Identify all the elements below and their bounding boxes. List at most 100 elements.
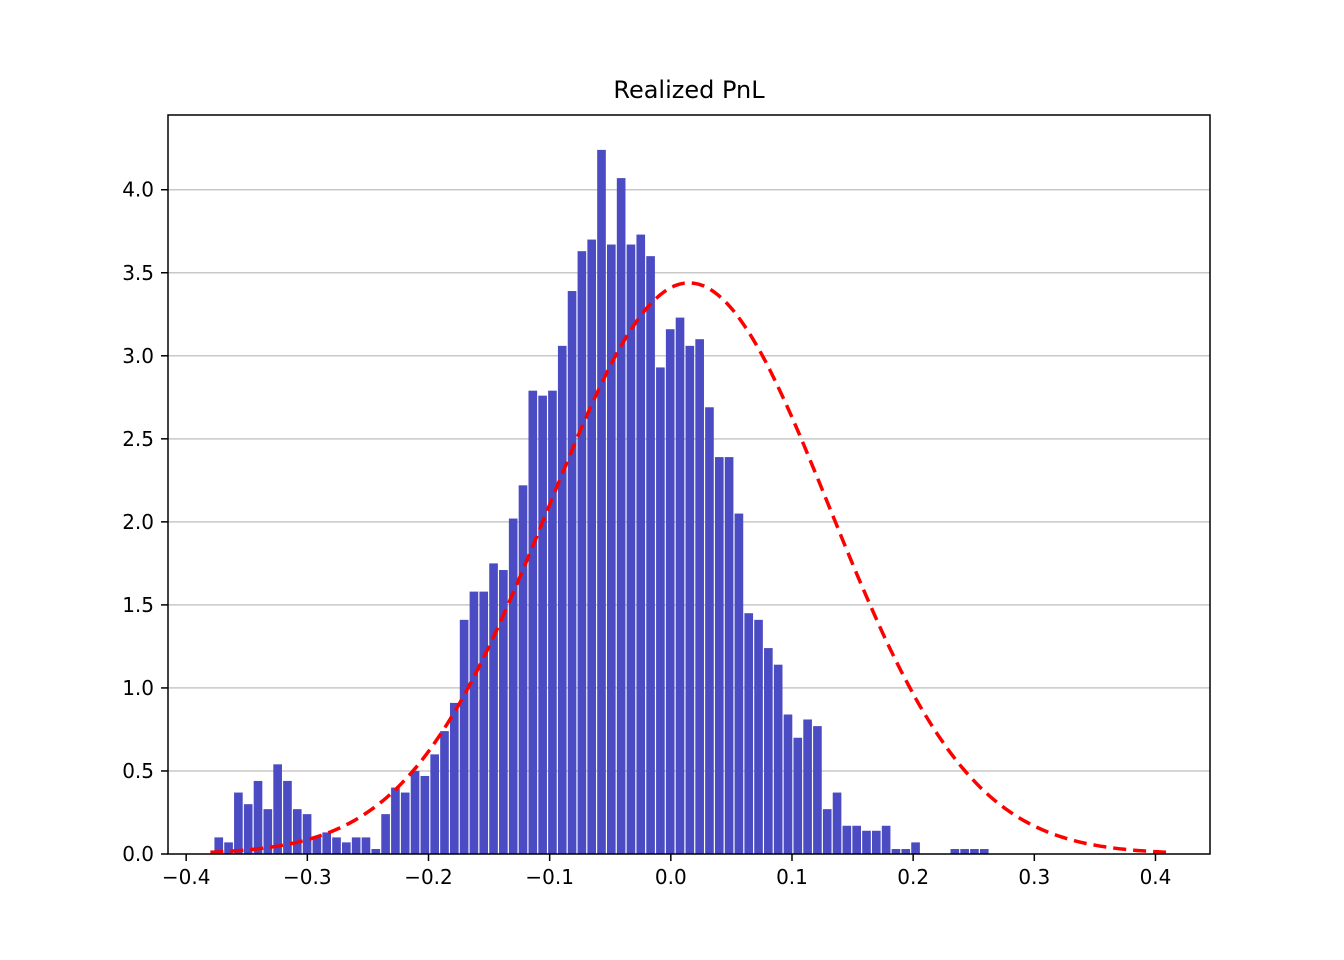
y-tick-label: 3.5: [122, 261, 154, 285]
y-tick-label: 3.0: [122, 344, 154, 368]
x-tick-label: −0.3: [283, 865, 332, 889]
histogram-bar: [263, 809, 273, 854]
histogram-bar: [901, 849, 911, 854]
histogram-bar: [499, 570, 508, 854]
histogram-bar: [646, 256, 655, 854]
histogram-bar: [361, 837, 371, 854]
histogram-bar: [214, 837, 224, 854]
histogram-bar: [283, 780, 292, 854]
y-tick-label: 2.0: [122, 510, 154, 534]
histogram-bar: [253, 780, 263, 854]
histogram-bar: [587, 239, 597, 855]
y-tick-label: 4.0: [122, 178, 154, 202]
histogram-bars: [214, 149, 989, 855]
x-tick-label: 0.2: [897, 865, 929, 889]
histogram-bar: [410, 770, 420, 854]
histogram-bar: [469, 591, 479, 854]
histogram-bar: [764, 648, 773, 854]
histogram-bar: [871, 830, 881, 854]
histogram-bar: [567, 291, 577, 854]
histogram-bar: [960, 849, 969, 854]
histogram-bar: [714, 457, 724, 854]
histogram-bar: [813, 726, 822, 854]
histogram-bar: [302, 814, 312, 854]
histogram-bar: [548, 390, 557, 854]
histogram-bar: [773, 664, 783, 854]
histogram-bar: [234, 792, 243, 854]
histogram-bar: [224, 842, 233, 854]
y-tick-label: 2.5: [122, 427, 154, 451]
histogram-bar: [626, 244, 636, 854]
histogram-bar: [557, 345, 567, 854]
histogram-bar: [342, 842, 351, 854]
histogram-bar: [950, 849, 960, 854]
histogram-bar: [970, 849, 979, 854]
x-tick-label: −0.1: [525, 865, 574, 889]
histogram-bar: [685, 345, 695, 854]
plot-frame: [167, 114, 1211, 855]
histogram-bar: [322, 832, 332, 854]
histogram-bar: [292, 809, 302, 854]
histogram-bar: [577, 251, 587, 854]
histogram-bar: [979, 849, 989, 854]
histogram-bar: [842, 825, 852, 854]
histogram-bar: [508, 518, 518, 854]
histogram-bar: [273, 764, 282, 854]
histogram-bar: [783, 714, 793, 854]
histogram-bar: [656, 367, 665, 854]
histogram-bar: [734, 513, 744, 854]
histogram-bar: [862, 830, 871, 854]
histogram-bar: [616, 178, 626, 855]
histogram-bar: [371, 849, 381, 854]
x-tick-label: 0.0: [655, 865, 687, 889]
histogram-bar: [597, 149, 606, 855]
histogram-bar: [449, 702, 459, 854]
x-tick-label: 0.3: [1018, 865, 1050, 889]
histogram-bar: [420, 775, 430, 854]
histogram-bar: [636, 234, 646, 854]
histogram-bar: [528, 390, 538, 854]
histogram-bar: [607, 244, 616, 854]
y-tick-label: 1.0: [122, 676, 154, 700]
histogram-bar: [793, 737, 803, 854]
histogram-bar: [332, 837, 341, 854]
histogram-bar: [724, 457, 734, 854]
chart-title: Realized PnL: [613, 76, 765, 104]
histogram-bar: [489, 563, 498, 854]
histogram-bar: [243, 804, 253, 854]
histogram-bar: [852, 825, 861, 854]
histogram-bar: [400, 792, 410, 854]
y-axis: 0.0 0.5 1.0 1.5 2.0 2.5 3.0 3.5 4.0: [122, 178, 168, 866]
histogram-bar: [744, 613, 754, 854]
histogram-bar: [891, 849, 901, 854]
x-tick-label: 0.1: [776, 865, 808, 889]
x-tick-label: −0.4: [162, 865, 211, 889]
histogram-bar: [754, 619, 763, 854]
histogram-bar: [430, 754, 439, 854]
y-tick-label: 0.5: [122, 759, 154, 783]
histogram-bar: [312, 837, 322, 854]
x-tick-label: 0.4: [1140, 865, 1172, 889]
x-axis: −0.4 −0.3 −0.2 −0.1 0.0 0.1 0.2 0.3 0.4: [162, 854, 1171, 889]
histogram-bar: [538, 395, 547, 854]
histogram-bar: [675, 317, 685, 854]
y-tick-label: 0.0: [122, 842, 154, 866]
histogram-bar: [479, 591, 489, 854]
histogram-bar: [911, 842, 920, 854]
histogram-bar: [440, 731, 449, 854]
histogram-bar: [705, 407, 714, 854]
histogram-bar: [695, 339, 704, 854]
histogram-bar: [391, 787, 400, 854]
histogram-bar: [459, 619, 469, 854]
histogram-bar: [803, 719, 812, 854]
histogram-bar: [832, 792, 842, 854]
histogram-bar: [665, 329, 675, 855]
x-tick-label: −0.2: [404, 865, 453, 889]
normal-fit-curve: [210, 281, 1168, 855]
histogram-bar: [381, 814, 390, 854]
histogram-bar: [822, 809, 832, 854]
histogram-bar: [881, 825, 891, 854]
y-tick-label: 1.5: [122, 593, 154, 617]
histogram-bar: [518, 485, 528, 854]
